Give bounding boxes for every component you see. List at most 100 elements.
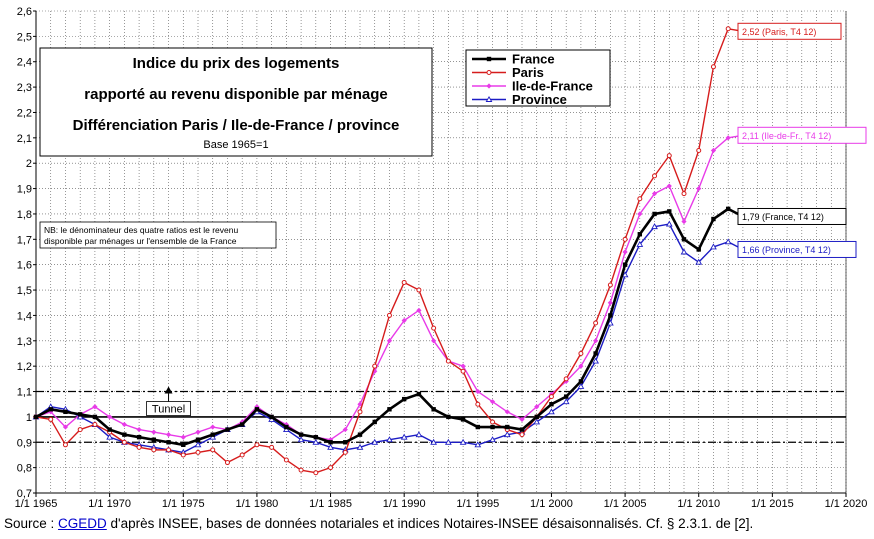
data-point — [225, 427, 230, 432]
data-point — [606, 319, 614, 326]
data-point — [593, 338, 599, 344]
data-point — [486, 83, 492, 89]
y-tick-labels: 0,7 0,8 0,9 1 1,1 1,2 1,3 1,4 1,5 1,6 1,7 1,8 1,9 2 2,… — [17, 6, 32, 500]
data-point — [519, 416, 525, 423]
data-point — [357, 432, 363, 437]
y-tick-label: 1,6 — [17, 260, 32, 272]
data-point — [386, 436, 393, 443]
data-point — [593, 320, 599, 326]
data-point — [239, 452, 245, 458]
y-tick-label: 2,6 — [17, 6, 32, 18]
data-point — [548, 408, 555, 415]
data-point — [489, 399, 496, 405]
note-line-2: disponible par ménages ur l'ensemble de … — [44, 236, 237, 246]
data-point — [386, 312, 392, 318]
data-point — [283, 457, 289, 463]
data-point — [372, 368, 378, 374]
data-point — [136, 434, 142, 440]
data-point — [489, 436, 496, 443]
data-point — [328, 465, 334, 471]
data-point — [577, 382, 585, 389]
x-tick-label: 1/1 1995 — [456, 498, 499, 510]
end-label: 1,79 (France, T4 12) — [737, 207, 847, 225]
data-point — [48, 416, 54, 422]
title-line-3: Différenciation Paris / Ile-de-France / … — [73, 117, 400, 134]
data-point — [485, 95, 493, 102]
data-point — [725, 26, 731, 32]
x-tick-label: 1/1 1975 — [162, 498, 205, 510]
chart: 0,7 0,8 0,9 1 1,1 1,2 1,3 1,4 1,5 1,6 1,7 1,8 1,9 2 2,… — [14, 6, 868, 510]
data-point — [563, 394, 569, 399]
data-point — [136, 426, 142, 433]
data-point — [254, 442, 260, 448]
data-point — [180, 452, 186, 458]
x-tick-label: 1/1 2010 — [677, 498, 720, 510]
series-province — [32, 220, 747, 455]
source-prefix: Source : — [4, 516, 59, 531]
data-point — [194, 441, 202, 448]
data-point — [696, 185, 702, 192]
data-point — [486, 70, 492, 75]
data-point — [666, 153, 672, 159]
data-point — [327, 443, 334, 450]
data-point — [210, 424, 216, 430]
data-point — [549, 402, 554, 407]
y-tick-label: 1,4 — [17, 310, 32, 322]
x-tick-labels: 1/1 1965 1/1 1970 1/1 1975 1/1 1980 1/1 1985… — [15, 498, 868, 510]
y-tick-label: 0,8 — [17, 463, 32, 475]
data-point — [209, 433, 217, 440]
data-point — [312, 438, 320, 445]
data-point — [607, 300, 613, 306]
base-note: Base 1965=1 — [203, 139, 268, 151]
data-point — [416, 391, 422, 397]
data-point — [486, 56, 492, 62]
y-tick-label: 1,2 — [17, 361, 32, 373]
source-link[interactable]: CGEDD — [58, 516, 107, 531]
end-label-box — [737, 126, 867, 144]
data-point — [533, 418, 541, 425]
end-label-text: 1,66 (Province, T4 12) — [742, 245, 831, 255]
data-point — [298, 432, 304, 437]
x-tick-label: 1/1 2000 — [530, 498, 573, 510]
data-point — [519, 427, 525, 432]
data-point — [431, 407, 436, 412]
data-point — [254, 407, 260, 412]
data-point — [474, 441, 482, 448]
x-tick-label: 1/1 1970 — [88, 498, 131, 510]
data-point — [651, 223, 658, 230]
y-tick-label: 2 — [26, 158, 32, 170]
data-point — [342, 426, 348, 433]
data-point — [166, 440, 171, 445]
data-point — [444, 438, 452, 445]
data-point — [622, 262, 628, 267]
data-point — [593, 351, 598, 356]
end-label-text: 1,79 (France, T4 12) — [742, 212, 824, 222]
data-point — [210, 432, 215, 437]
data-point — [122, 432, 127, 437]
data-point — [63, 409, 68, 415]
legend-item: Province — [472, 92, 567, 107]
data-point — [475, 388, 481, 395]
data-point — [62, 424, 69, 430]
x-tick-label: 1/1 1990 — [383, 498, 426, 510]
data-point — [430, 438, 438, 445]
data-point — [680, 248, 688, 255]
end-label-text: 2,11 (Ile-de-Fr., T4 12) — [742, 131, 831, 141]
y-tick-label: 1,5 — [17, 285, 32, 297]
data-point — [401, 279, 407, 285]
data-point — [607, 282, 613, 288]
data-point — [107, 427, 112, 432]
data-point — [724, 238, 732, 245]
data-point — [269, 444, 275, 450]
legend-item: Paris — [472, 65, 544, 80]
data-point — [92, 422, 98, 428]
end-label: 2,11 (Ile-de-Fr., T4 12) — [737, 126, 867, 144]
data-point — [136, 444, 142, 450]
annotation-text: Tunnel — [152, 404, 185, 416]
end-label: 2,52 (Paris, T4 12) — [737, 22, 842, 40]
data-point — [431, 325, 437, 331]
series-france — [33, 206, 746, 447]
data-point — [578, 350, 584, 356]
note-line-1: NB: le dénominateur des quatre ratios es… — [44, 225, 238, 235]
